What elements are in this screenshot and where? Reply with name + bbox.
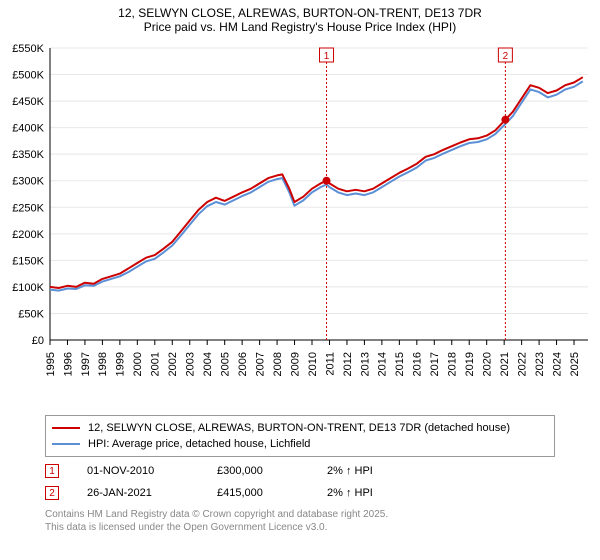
svg-text:2017: 2017 bbox=[429, 352, 441, 376]
legend-row-0: 12, SELWYN CLOSE, ALREWAS, BURTON-ON-TRE… bbox=[52, 420, 548, 436]
title-line-1: 12, SELWYN CLOSE, ALREWAS, BURTON-ON-TRE… bbox=[0, 6, 600, 20]
svg-text:2018: 2018 bbox=[447, 352, 459, 376]
svg-text:1997: 1997 bbox=[80, 352, 92, 376]
svg-text:2005: 2005 bbox=[220, 352, 232, 376]
footer-line-1: Contains HM Land Registry data © Crown c… bbox=[45, 508, 388, 521]
svg-text:£400K: £400K bbox=[12, 123, 44, 135]
title-line-2: Price paid vs. HM Land Registry's House … bbox=[0, 20, 600, 34]
event-dot-2 bbox=[501, 116, 509, 124]
legend-swatch bbox=[52, 427, 80, 430]
event-row-1: 1 01-NOV-2010£300,0002% ↑ HPI bbox=[45, 460, 555, 482]
footer-attribution: Contains HM Land Registry data © Crown c… bbox=[45, 508, 388, 534]
svg-text:2014: 2014 bbox=[377, 352, 389, 376]
svg-text:2025: 2025 bbox=[569, 352, 581, 376]
svg-text:£550K: £550K bbox=[12, 43, 44, 55]
svg-text:£50K: £50K bbox=[18, 308, 44, 320]
event-dot-1 bbox=[323, 177, 331, 185]
event-marker-box-1: 1 bbox=[45, 464, 59, 478]
svg-text:£350K: £350K bbox=[12, 149, 44, 161]
events-table: 1 01-NOV-2010£300,0002% ↑ HPI 2 26-JAN-2021… bbox=[45, 460, 555, 504]
svg-text:2: 2 bbox=[503, 51, 509, 62]
svg-text:1999: 1999 bbox=[115, 352, 127, 376]
svg-text:£150K: £150K bbox=[12, 255, 44, 267]
svg-text:2001: 2001 bbox=[150, 352, 162, 376]
event-delta: 2% ↑ HPI bbox=[327, 465, 417, 477]
svg-text:£100K: £100K bbox=[12, 282, 44, 294]
series-price-paid bbox=[50, 77, 583, 288]
svg-text:2011: 2011 bbox=[324, 352, 336, 376]
svg-text:2021: 2021 bbox=[499, 352, 511, 376]
svg-text:2002: 2002 bbox=[167, 352, 179, 376]
chart-svg: £0 £50K £100K £150K £200K £250K £300K £350K £400… bbox=[0, 40, 600, 410]
svg-text:2006: 2006 bbox=[237, 352, 249, 376]
svg-text:2016: 2016 bbox=[412, 352, 424, 376]
svg-text:1995: 1995 bbox=[45, 352, 57, 376]
title-block: 12, SELWYN CLOSE, ALREWAS, BURTON-ON-TRE… bbox=[0, 0, 600, 36]
legend-label: HPI: Average price, detached house, Lich… bbox=[88, 438, 310, 450]
svg-text:2003: 2003 bbox=[185, 352, 197, 376]
svg-text:2020: 2020 bbox=[482, 352, 494, 376]
svg-text:2019: 2019 bbox=[464, 352, 476, 376]
svg-text:2023: 2023 bbox=[534, 352, 546, 376]
svg-text:2024: 2024 bbox=[551, 352, 563, 376]
legend-row-1: HPI: Average price, detached house, Lich… bbox=[52, 436, 548, 452]
svg-text:2013: 2013 bbox=[359, 352, 371, 376]
event-row-2: 2 26-JAN-2021£415,0002% ↑ HPI bbox=[45, 482, 555, 504]
svg-text:2022: 2022 bbox=[516, 352, 528, 376]
svg-text:2008: 2008 bbox=[272, 352, 284, 376]
legend-label: 12, SELWYN CLOSE, ALREWAS, BURTON-ON-TRE… bbox=[88, 422, 510, 434]
svg-text:£200K: £200K bbox=[12, 229, 44, 241]
svg-text:2009: 2009 bbox=[289, 352, 301, 376]
svg-text:1998: 1998 bbox=[97, 352, 109, 376]
svg-text:1: 1 bbox=[324, 51, 330, 62]
svg-text:£500K: £500K bbox=[12, 70, 44, 82]
event-price: £300,000 bbox=[217, 465, 327, 477]
svg-text:2012: 2012 bbox=[342, 352, 354, 376]
legend: 12, SELWYN CLOSE, ALREWAS, BURTON-ON-TRE… bbox=[45, 415, 555, 457]
event-delta: 2% ↑ HPI bbox=[327, 487, 417, 499]
event-date: 26-JAN-2021 bbox=[87, 487, 217, 499]
event-marker-box-2: 2 bbox=[45, 486, 59, 500]
svg-text:£450K: £450K bbox=[12, 96, 44, 108]
svg-text:£250K: £250K bbox=[12, 202, 44, 214]
svg-text:2004: 2004 bbox=[202, 352, 214, 376]
footer-line-2: This data is licensed under the Open Gov… bbox=[45, 521, 388, 534]
svg-text:2000: 2000 bbox=[132, 352, 144, 376]
chart-area: £0 £50K £100K £150K £200K £250K £300K £350K £400… bbox=[0, 40, 600, 410]
event-price: £415,000 bbox=[217, 487, 327, 499]
svg-text:£0: £0 bbox=[32, 335, 44, 347]
legend-swatch bbox=[52, 443, 80, 446]
event-date: 01-NOV-2010 bbox=[87, 465, 217, 477]
svg-text:1996: 1996 bbox=[62, 352, 74, 376]
svg-text:2010: 2010 bbox=[307, 352, 319, 376]
svg-text:£300K: £300K bbox=[12, 176, 44, 188]
svg-text:2007: 2007 bbox=[254, 352, 266, 376]
svg-text:2015: 2015 bbox=[394, 352, 406, 376]
chart-container: 12, SELWYN CLOSE, ALREWAS, BURTON-ON-TRE… bbox=[0, 0, 600, 560]
